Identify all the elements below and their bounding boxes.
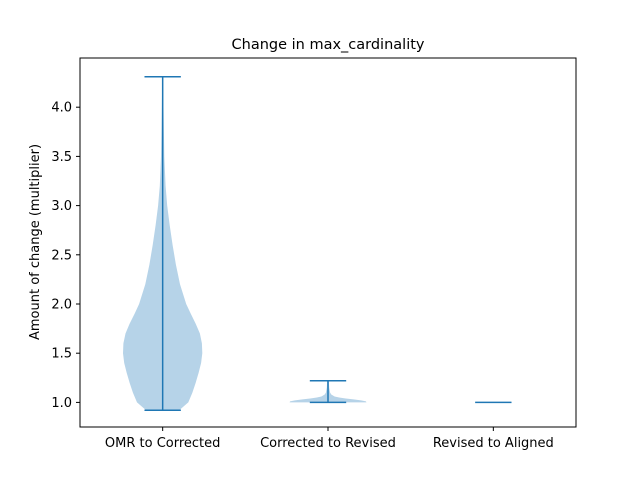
y-tick-label: 2.5 — [51, 248, 72, 263]
y-tick-label: 3.0 — [51, 199, 72, 214]
y-axis: 1.0 1.5 2.0 2.5 3.0 3.5 4.0 — [51, 101, 80, 411]
y-axis-label: Amount of change (multiplier) — [28, 144, 43, 340]
y-tick-label: 1.5 — [51, 347, 72, 362]
y-tick-label: 3.5 — [51, 150, 72, 165]
x-tick-label: OMR to Corrected — [105, 436, 221, 451]
y-tick-label: 2.0 — [51, 298, 72, 313]
x-tick-label: Revised to Aligned — [433, 436, 554, 451]
y-tick-label: 1.0 — [51, 396, 72, 411]
x-axis: OMR to Corrected Corrected to Revised Revi… — [105, 427, 554, 451]
violin-statistics — [144, 75, 512, 412]
chart-title: Change in max_cardinality — [232, 37, 425, 53]
x-tick-label: Corrected to Revised — [260, 436, 396, 451]
y-tick-label: 4.0 — [51, 101, 72, 116]
